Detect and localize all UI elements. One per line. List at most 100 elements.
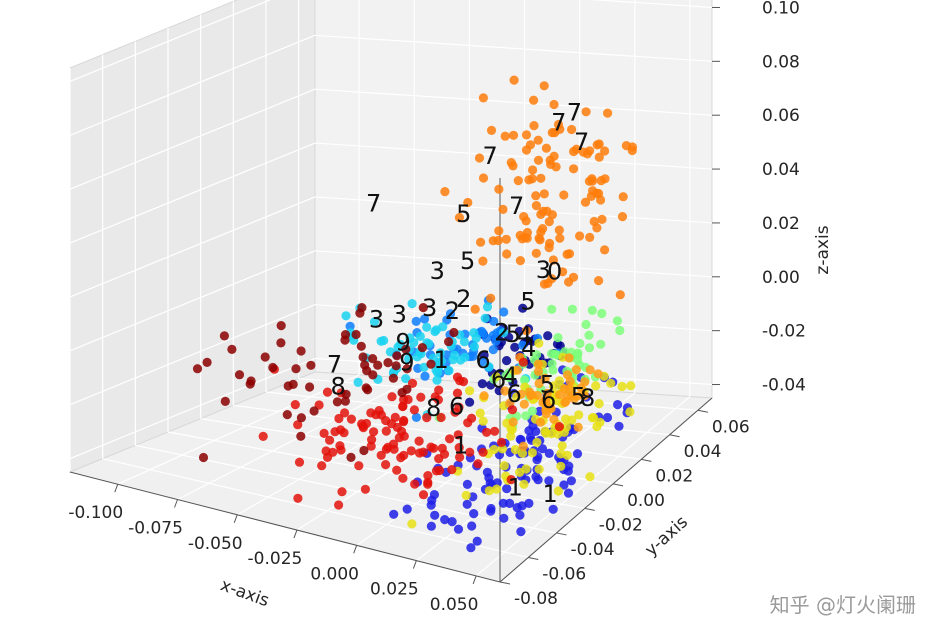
point-class-7 (596, 195, 606, 205)
point-class-7 (519, 212, 529, 222)
point-class-8 (406, 446, 416, 456)
point-class-5 (549, 381, 559, 391)
z-grid-back (314, 34, 713, 62)
point-class-4 (612, 316, 623, 326)
point-class-1 (426, 500, 436, 510)
point-class-7 (600, 174, 610, 184)
point-class-9 (276, 321, 286, 331)
point-class-3 (444, 365, 454, 376)
z-grid-left (69, 304, 316, 406)
point-class-8 (319, 428, 329, 438)
point-class-1 (389, 509, 399, 519)
point-class-1 (467, 521, 477, 531)
point-class-2 (345, 321, 355, 331)
y-axis-title: y-axis (641, 512, 692, 560)
point-class-7 (578, 147, 589, 157)
point-class-9 (234, 370, 245, 380)
point-class-1 (426, 521, 436, 531)
point-class-8 (389, 444, 399, 454)
point-class-9 (368, 354, 378, 364)
point-class-8 (507, 405, 518, 415)
point-class-8 (447, 465, 457, 475)
point-class-8 (429, 443, 439, 453)
point-class-8 (418, 490, 429, 500)
point-class-3 (469, 342, 479, 352)
x-tick-label: -0.025 (248, 549, 303, 569)
point-class-9 (276, 338, 286, 348)
point-class-2 (478, 328, 488, 338)
point-class-4 (581, 319, 591, 330)
z-tick-label: 0.06 (762, 106, 800, 126)
annotation-digit-6: 6 (449, 392, 464, 420)
annotation-digit-7: 7 (509, 192, 524, 220)
point-class-9 (227, 344, 237, 354)
annotation-digit-6: 6 (541, 386, 556, 414)
z-tick-label: 0.04 (762, 160, 800, 180)
point-class-9 (401, 344, 411, 354)
y-tick-mark (584, 507, 595, 511)
point-class-8 (473, 459, 483, 469)
point-class-8 (434, 385, 444, 395)
point-class-5 (465, 386, 475, 396)
point-class-8 (398, 473, 408, 483)
point-class-7 (543, 278, 553, 288)
point-class-5 (461, 490, 471, 500)
point-class-7 (594, 139, 604, 149)
point-class-2 (411, 412, 421, 422)
point-class-8 (334, 500, 344, 510)
point-class-9 (426, 359, 436, 369)
point-class-8 (381, 460, 391, 470)
point-class-2 (489, 316, 499, 326)
point-class-7 (558, 267, 568, 277)
point-class-5 (585, 472, 595, 482)
point-class-8 (518, 357, 529, 367)
point-class-0 (514, 326, 524, 336)
point-class-7 (581, 107, 591, 117)
point-class-9 (417, 343, 427, 353)
point-class-9 (260, 352, 270, 362)
point-class-7 (544, 243, 554, 253)
point-class-5 (407, 519, 417, 529)
point-class-8 (414, 436, 424, 446)
point-class-7 (470, 304, 480, 314)
point-class-3 (341, 311, 351, 321)
point-class-8 (381, 416, 391, 426)
point-class-4 (567, 304, 578, 314)
point-class-8 (358, 423, 368, 433)
point-class-1 (453, 524, 464, 534)
point-class-1 (499, 513, 509, 523)
point-class-5 (574, 410, 584, 420)
z-tick-label: 0.00 (762, 268, 800, 288)
y-grid-floor (102, 458, 529, 559)
point-class-7 (627, 142, 638, 152)
point-class-8 (381, 426, 391, 436)
point-class-9 (306, 360, 316, 370)
point-class-2 (477, 357, 487, 367)
point-class-5 (556, 461, 566, 471)
y-tick-mark (641, 458, 652, 462)
point-class-5 (475, 408, 485, 418)
annotation-digit-7: 7 (567, 99, 582, 127)
point-class-7 (454, 213, 464, 223)
point-class-6 (518, 441, 528, 451)
y-tick-mark (499, 581, 511, 585)
point-class-7 (603, 108, 613, 118)
annotation-digit-5: 5 (460, 247, 475, 275)
point-class-2 (468, 351, 478, 361)
point-class-7 (569, 164, 579, 174)
point-class-9 (198, 452, 209, 463)
point-class-2 (491, 336, 501, 346)
point-class-9 (291, 364, 301, 374)
point-class-7 (568, 272, 579, 282)
annotation-digit-9: 9 (399, 349, 414, 377)
x-tick-mark (293, 529, 298, 539)
point-class-9 (397, 388, 407, 398)
point-class-7 (531, 191, 541, 201)
point-class-8 (392, 465, 402, 475)
x-tick-mark (412, 560, 417, 569)
y-tick-label: -0.06 (542, 564, 586, 584)
point-class-9 (202, 357, 212, 367)
z-grid-back (588, 0, 713, 9)
point-class-7 (521, 130, 532, 140)
point-class-3 (405, 333, 415, 343)
